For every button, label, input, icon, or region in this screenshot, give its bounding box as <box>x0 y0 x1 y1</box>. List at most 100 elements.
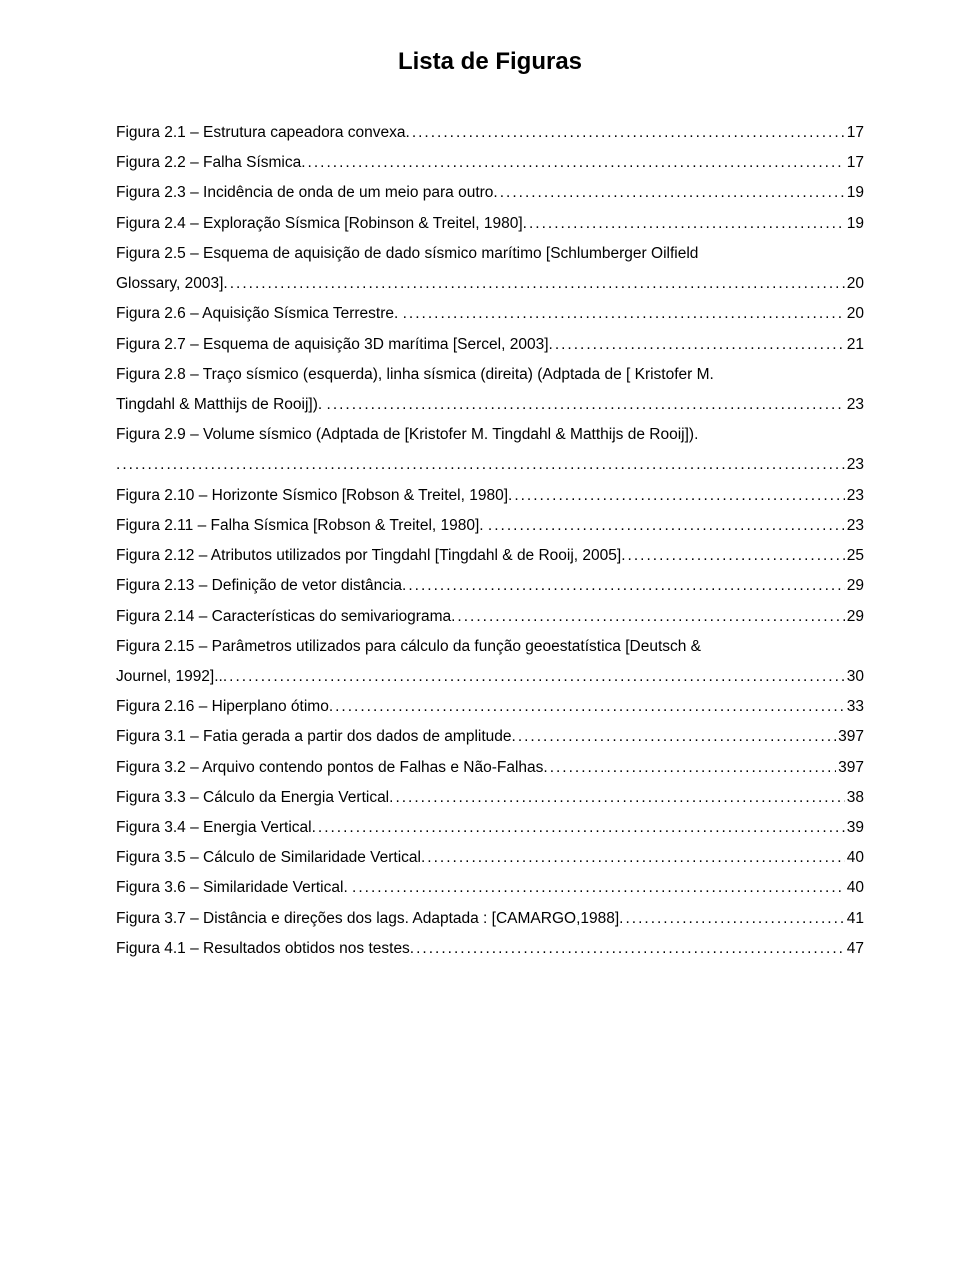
toc-entry-page: 397 <box>836 722 864 752</box>
toc-entry-label: Figura 3.5 – Cálculo de Similaridade Ver… <box>116 843 425 873</box>
toc-entry-label: Figura 3.6 – Similaridade Vertical. . <box>116 873 356 903</box>
toc-leader-dots <box>527 209 845 239</box>
toc-entry-page: 17 <box>845 148 864 178</box>
toc-leader-dots <box>306 148 845 178</box>
toc-entry-label: Figura 2.10 – Horizonte Sísmico [Robson … <box>116 481 512 511</box>
toc-entry: Figura 3.5 – Cálculo de Similaridade Ver… <box>116 843 864 873</box>
toc-entry: Figura 2.10 – Horizonte Sísmico [Robson … <box>116 481 864 511</box>
toc-entry-page: 29 <box>845 602 864 632</box>
toc-leader-dots <box>455 602 844 632</box>
toc-entry-wrap: Figura 2.5 – Esquema de aquisição de dad… <box>116 239 864 269</box>
toc-entry: Figura 2.16 – Hiperplano ótimo. 33 <box>116 692 864 722</box>
toc-entry: Figura 2.11 – Falha Sísmica [Robson & Tr… <box>116 511 864 541</box>
toc-entry: Figura 3.6 – Similaridade Vertical. . 40 <box>116 873 864 903</box>
toc-leader-dots <box>548 753 836 783</box>
toc-entry-label: Figura 2.16 – Hiperplano ótimo. <box>116 692 333 722</box>
toc-entry-label: Figura 2.3 – Incidência de onda de um me… <box>116 178 498 208</box>
toc-leader-dots <box>331 390 845 420</box>
figure-list: Figura 2.1 – Estrutura capeadora convexa… <box>116 118 864 964</box>
toc-entry-label: Figura 2.12 – Atributos utilizados por T… <box>116 541 626 571</box>
toc-entry: Figura 2.12 – Atributos utilizados por T… <box>116 541 864 571</box>
toc-leader-dots <box>425 843 844 873</box>
toc-entry-label: Tingdahl & Matthijs de Rooij]). . <box>116 390 331 420</box>
toc-entry-page: 23 <box>845 481 864 511</box>
toc-entry-page: 40 <box>845 843 864 873</box>
toc-leader-dots <box>492 511 845 541</box>
toc-entry-label: Figura 2.11 – Falha Sísmica [Robson & Tr… <box>116 511 492 541</box>
toc-entry-label: Figura 3.7 – Distância e direções dos la… <box>116 904 623 934</box>
toc-entry-label: Figura 3.4 – Energia Vertical. <box>116 813 316 843</box>
toc-entry: Figura 2.13 – Definição de vetor distânc… <box>116 571 864 601</box>
toc-entry-label: Figura 2.13 – Definição de vetor distânc… <box>116 571 406 601</box>
toc-leader-dots <box>120 450 844 480</box>
toc-entry: Tingdahl & Matthijs de Rooij]). . 23 <box>116 390 864 420</box>
toc-leader-dots <box>512 481 844 511</box>
toc-entry: Figura 2.4 – Exploração Sísmica [Robinso… <box>116 209 864 239</box>
toc-entry-page: 25 <box>845 541 864 571</box>
toc-entry-label: Figura 2.1 – Estrutura capeadora convexa… <box>116 118 410 148</box>
toc-entry: Journel, 1992]... 30 <box>116 662 864 692</box>
toc-entry-page: 19 <box>845 178 864 208</box>
toc-entry: Figura 2.7 – Esquema de aquisição 3D mar… <box>116 330 864 360</box>
toc-leader-dots <box>356 873 844 903</box>
toc-entry-page: 23 <box>845 450 864 480</box>
toc-leader-dots <box>498 178 845 208</box>
toc-leader-dots <box>406 571 844 601</box>
toc-leader-dots <box>626 541 845 571</box>
toc-entry: Figura 2.2 – Falha Sísmica. 17 <box>116 148 864 178</box>
toc-entry-page: 17 <box>845 118 864 148</box>
toc-entry: Figura 2.14 – Características do semivar… <box>116 602 864 632</box>
toc-entry-label: Journel, 1992]... <box>116 662 227 692</box>
toc-entry-page: 47 <box>845 934 864 964</box>
toc-entry: .23 <box>116 450 864 480</box>
toc-entry: Figura 2.6 – Aquisição Sísmica Terrestre… <box>116 299 864 329</box>
toc-entry-page: 19 <box>845 209 864 239</box>
toc-leader-dots <box>414 934 845 964</box>
toc-entry-label: Figura 3.3 – Cálculo da Energia Vertical… <box>116 783 393 813</box>
toc-entry-label: Figura 3.1 – Fatia gerada a partir dos d… <box>116 722 516 752</box>
toc-leader-dots <box>393 783 844 813</box>
toc-leader-dots <box>227 662 845 692</box>
toc-entry-wrap: Figura 2.8 – Traço sísmico (esquerda), l… <box>116 360 864 390</box>
toc-entry-page: 23 <box>845 511 864 541</box>
toc-entry-label: Figura 4.1 – Resultados obtidos nos test… <box>116 934 414 964</box>
toc-entry-page: 39 <box>845 813 864 843</box>
toc-entry-page: 33 <box>845 692 864 722</box>
toc-entry-page: 30 <box>845 662 864 692</box>
toc-entry-page: 20 <box>845 299 864 329</box>
toc-entry: Figura 3.4 – Energia Vertical. 39 <box>116 813 864 843</box>
toc-leader-dots <box>623 904 844 934</box>
toc-entry: Glossary, 2003]. 20 <box>116 269 864 299</box>
toc-leader-dots <box>553 330 845 360</box>
toc-entry-label: Figura 3.2 – Arquivo contendo pontos de … <box>116 753 548 783</box>
toc-entry-label: Figura 2.6 – Aquisição Sísmica Terrestre… <box>116 299 407 329</box>
page-title: Lista de Figuras <box>116 48 864 76</box>
toc-entry-page: 21 <box>845 330 864 360</box>
toc-entry-page: 397 <box>836 753 864 783</box>
toc-entry: Figura 2.3 – Incidência de onda de um me… <box>116 178 864 208</box>
toc-entry-page: 29 <box>845 571 864 601</box>
toc-entry-label: Figura 2.7 – Esquema de aquisição 3D mar… <box>116 330 553 360</box>
toc-entry-label: Figura 2.14 – Características do semivar… <box>116 602 455 632</box>
toc-entry-page: 23 <box>845 390 864 420</box>
toc-leader-dots <box>333 692 845 722</box>
toc-entry-page: 40 <box>845 873 864 903</box>
toc-entry: Figura 3.2 – Arquivo contendo pontos de … <box>116 753 864 783</box>
toc-entry-page: 20 <box>845 269 864 299</box>
toc-leader-dots <box>228 269 845 299</box>
toc-entry: Figura 2.1 – Estrutura capeadora convexa… <box>116 118 864 148</box>
toc-entry: Figura 3.7 – Distância e direções dos la… <box>116 904 864 934</box>
toc-entry-wrap: Figura 2.9 – Volume sísmico (Adptada de … <box>116 420 864 450</box>
toc-leader-dots <box>316 813 845 843</box>
toc-entry-label: Glossary, 2003]. <box>116 269 228 299</box>
toc-entry: Figura 4.1 – Resultados obtidos nos test… <box>116 934 864 964</box>
toc-entry-page: 41 <box>845 904 864 934</box>
toc-entry-page: 38 <box>845 783 864 813</box>
toc-leader-dots <box>407 299 845 329</box>
toc-entry: Figura 3.3 – Cálculo da Energia Vertical… <box>116 783 864 813</box>
toc-entry-label: Figura 2.4 – Exploração Sísmica [Robinso… <box>116 209 527 239</box>
toc-leader-dots <box>516 722 836 752</box>
toc-leader-dots <box>410 118 845 148</box>
toc-entry: Figura 3.1 – Fatia gerada a partir dos d… <box>116 722 864 752</box>
toc-entry-label: Figura 2.2 – Falha Sísmica. <box>116 148 306 178</box>
